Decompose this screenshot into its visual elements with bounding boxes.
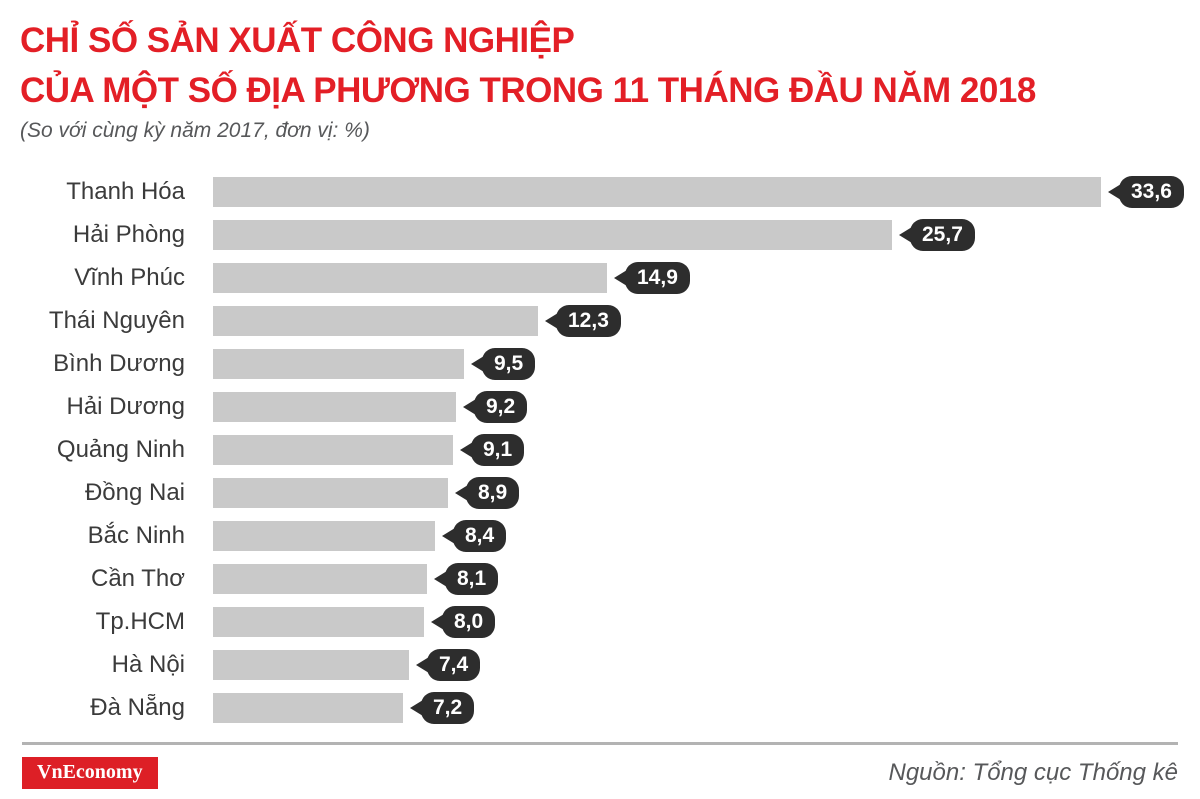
- chart-row: Cần Thơ 8,1: [20, 563, 1200, 596]
- bar: [213, 478, 448, 509]
- chart-header: CHỈ SỐ SẢN XUẤT CÔNG NGHIỆP CỦA MỘT SỐ Đ…: [0, 0, 1200, 143]
- bar-label: Quảng Ninh: [56, 436, 185, 464]
- chart-subtitle: (So với cùng kỳ năm 2017, đơn vị: %): [20, 119, 370, 143]
- bar-label: Hải Phòng: [72, 221, 185, 249]
- chart-row: Tp.HCM 8,0: [20, 606, 1200, 639]
- chart-row: Hải Phòng 25,7: [20, 219, 1200, 252]
- chart-row: Quảng Ninh 9,1: [20, 434, 1200, 467]
- value-badge: 8,4: [453, 520, 507, 553]
- bar-label: Thái Nguyên: [48, 307, 185, 335]
- bar: [213, 521, 435, 552]
- value-badge: 12,3: [556, 305, 621, 338]
- bar-label: Vĩnh Phúc: [74, 264, 185, 292]
- bar-area: 7,4: [213, 649, 481, 682]
- value-badge: 9,5: [482, 348, 536, 381]
- value-badge: 9,1: [471, 434, 525, 467]
- bar: [213, 650, 409, 681]
- bar-area: 9,1: [213, 434, 525, 467]
- chart-row: Thái Nguyên 12,3: [20, 305, 1200, 338]
- footer: VnEconomy Nguồn: Tổng cục Thống kê: [22, 757, 1178, 789]
- chart-row: Đồng Nai 8,9: [20, 477, 1200, 510]
- chart-row: Thanh Hóa 33,6: [20, 176, 1200, 209]
- value-badge: 9,2: [474, 391, 528, 424]
- bar-label: Hà Nội: [111, 651, 185, 679]
- bar-label: Đà Nẵng: [90, 694, 185, 722]
- footer-divider: [22, 742, 1178, 745]
- bar-label: Đồng Nai: [84, 479, 185, 507]
- bar: [213, 564, 427, 595]
- bar-area: 7,2: [213, 692, 475, 725]
- bar-area: 8,9: [213, 477, 520, 510]
- bar: [213, 263, 607, 294]
- value-badge: 8,1: [445, 563, 499, 596]
- chart-row: Vĩnh Phúc 14,9: [20, 262, 1200, 295]
- bar: [213, 349, 464, 380]
- chart-row: Đà Nẵng 7,2: [20, 692, 1200, 725]
- bar: [213, 693, 403, 724]
- value-badge: 25,7: [910, 219, 975, 252]
- bar-area: 9,5: [213, 348, 536, 381]
- bar: [213, 435, 453, 466]
- bar: [213, 607, 424, 638]
- bar-label: Tp.HCM: [95, 608, 185, 636]
- chart-row: Hà Nội 7,4: [20, 649, 1200, 682]
- page-title: CHỈ SỐ SẢN XUẤT CÔNG NGHIỆP CỦA MỘT SỐ Đ…: [20, 16, 1180, 116]
- bar-label: Hải Dương: [66, 393, 185, 421]
- bar-area: 33,6: [213, 176, 1184, 209]
- bar-area: 8,1: [213, 563, 499, 596]
- chart-row: Hải Dương 9,2: [20, 391, 1200, 424]
- value-badge: 14,9: [625, 262, 690, 295]
- bar-area: 9,2: [213, 391, 528, 424]
- vneconomy-logo: VnEconomy: [22, 757, 158, 789]
- bar: [213, 177, 1101, 208]
- chart-row: Bình Dương 9,5: [20, 348, 1200, 381]
- bar-area: 8,0: [213, 606, 496, 639]
- bar: [213, 306, 538, 337]
- bar: [213, 220, 892, 251]
- title-line-1: CHỈ SỐ SẢN XUẤT CÔNG NGHIỆP: [20, 21, 575, 60]
- bar-area: 25,7: [213, 219, 975, 252]
- bar-label: Bắc Ninh: [87, 522, 185, 550]
- value-badge: 8,9: [466, 477, 520, 510]
- bar-chart: Thanh Hóa 33,6 Hải Phòng 25,7 Vĩnh Phúc 14,9 T…: [0, 176, 1200, 725]
- chart-row: Bắc Ninh 8,4: [20, 520, 1200, 553]
- bar-area: 8,4: [213, 520, 507, 553]
- bar-area: 14,9: [213, 262, 690, 295]
- source-credit: Nguồn: Tổng cục Thống kê: [888, 759, 1178, 786]
- title-line-2: CỦA MỘT SỐ ĐỊA PHƯƠNG TRONG 11 THÁNG ĐẦU…: [20, 71, 1036, 111]
- bar: [213, 392, 456, 423]
- value-badge: 7,4: [427, 649, 481, 682]
- value-badge: 7,2: [421, 692, 475, 725]
- bar-label: Cần Thơ: [90, 565, 185, 593]
- value-badge: 33,6: [1119, 176, 1184, 209]
- bar-label: Bình Dương: [53, 350, 185, 378]
- bar-area: 12,3: [213, 305, 621, 338]
- value-badge: 8,0: [442, 606, 496, 639]
- bar-label: Thanh Hóa: [66, 178, 185, 206]
